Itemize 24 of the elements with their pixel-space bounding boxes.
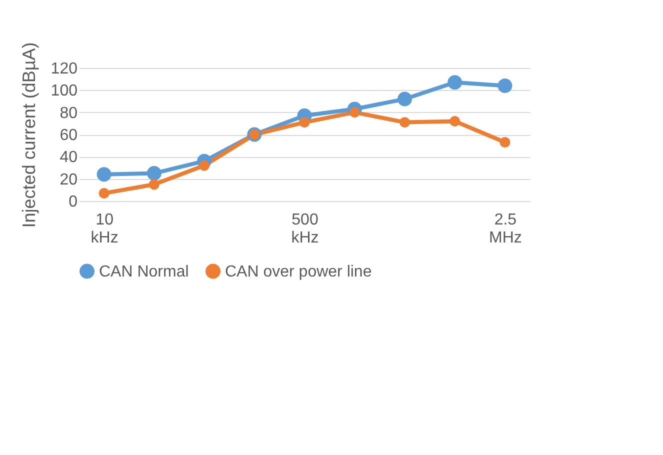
point (399, 117, 410, 128)
point (299, 117, 310, 128)
y-tick-label: 40 (60, 149, 78, 166)
x-tick-label: 2.5 MHz (489, 212, 522, 246)
x-tick-label: 500 kHz (291, 212, 319, 246)
point (98, 188, 110, 198)
point (146, 166, 162, 181)
point (397, 92, 412, 106)
point (148, 179, 160, 190)
y-tick-label: 60 (60, 127, 78, 144)
point (448, 75, 462, 90)
y-tick-label: 20 (60, 171, 78, 188)
x-tick-label: 10 kHz (90, 212, 118, 246)
y-tick-label: 120 (50, 60, 78, 78)
legend-label: CAN over power line (225, 263, 372, 280)
y-axis-title: Injected current (dBµA) (18, 42, 39, 228)
y-tick-label: 0 (68, 194, 78, 210)
point (500, 137, 510, 148)
y-tick-label: 100 (50, 82, 78, 100)
point (450, 116, 460, 126)
y-tick-label: 80 (60, 104, 78, 122)
point (498, 78, 512, 93)
legend-label: CAN Normal (99, 263, 189, 280)
point (96, 167, 112, 182)
